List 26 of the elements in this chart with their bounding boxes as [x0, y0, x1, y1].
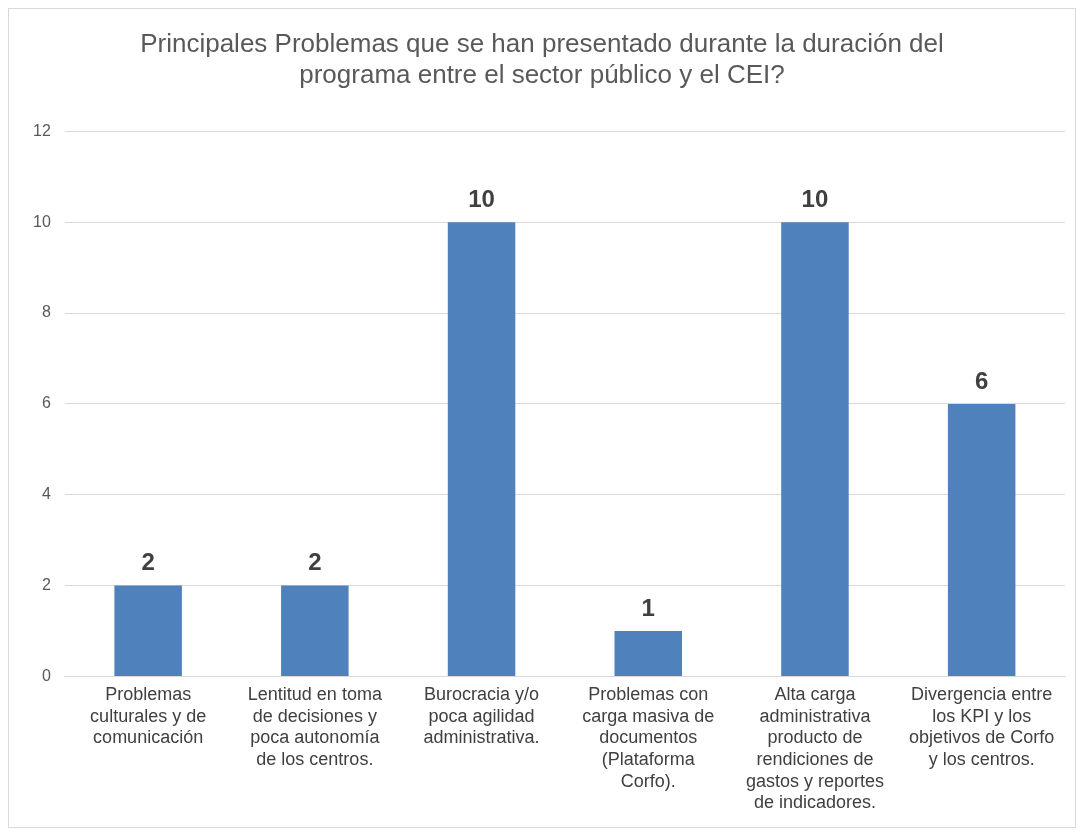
- y-tick-label: 2: [41, 575, 51, 593]
- x-tick-label: Alta carga administrativa producto de rendiciones de gastos y reportes de indicadores.: [745, 684, 884, 813]
- x-tick-label: Problemas culturales y de comunicación: [90, 684, 207, 748]
- data-label: 2: [141, 548, 155, 576]
- data-label: 10: [801, 184, 829, 212]
- y-tick-label: 0: [41, 666, 51, 684]
- bar: [114, 585, 182, 676]
- bar: [947, 403, 1016, 676]
- data-label: 6: [974, 366, 989, 394]
- y-tick-label: 8: [41, 303, 51, 321]
- data-label: 10: [468, 184, 495, 212]
- data-label: 1: [641, 593, 655, 621]
- y-tick-label: 4: [41, 485, 51, 503]
- x-tick-label: Lentitud en toma de decisiones y poca autonomía de los centros.: [247, 684, 383, 769]
- y-tick-label: 6: [41, 394, 51, 412]
- x-tick-label: Burocracia y/o poca agilidad administrativa.: [423, 684, 540, 748]
- data-label: 2: [308, 548, 322, 576]
- bar: [447, 222, 516, 676]
- chart-title: Principales Problemas que se han presentado durante la duración del programa entre el sector público y el CEI?: [140, 27, 944, 89]
- y-tick-label: 12: [33, 121, 51, 139]
- x-tick-label: Divergencia entre los KPI y los objetivos de Corfo y los centros.: [909, 684, 1055, 769]
- bar: [281, 585, 349, 676]
- bar: [781, 222, 849, 676]
- bar: [614, 630, 683, 676]
- y-tick-label: 10: [33, 212, 51, 230]
- x-tick-label: Problemas con carga masiva de documentos (Plataforma Corfo).: [582, 684, 715, 791]
